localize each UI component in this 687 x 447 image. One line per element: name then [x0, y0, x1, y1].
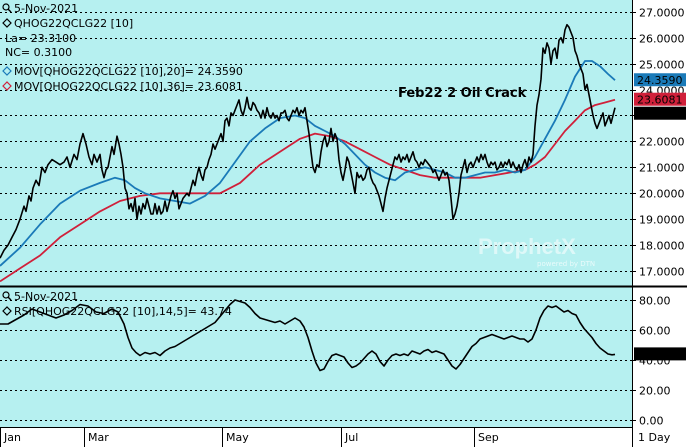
- period-label: 1 Day: [638, 431, 671, 444]
- rsi-tick-label: 60.00: [639, 325, 671, 338]
- magnifier-icon[interactable]: [2, 3, 12, 13]
- ma36-line: [0, 98, 616, 283]
- rsi-series-group: [0, 299, 616, 372]
- rsi-series-marker-icon: [2, 306, 12, 316]
- last-value-box: [634, 73, 686, 87]
- x-axis-labels: Jan Mar May Jul Sep: [0, 428, 499, 447]
- price-legend: 5-Nov-2021 QHOG22QCLG22 [10] La= 23.3100…: [2, 2, 243, 93]
- month-label: Jul: [344, 431, 358, 444]
- price-tick-label: 25.0000: [639, 59, 685, 72]
- rsi-date-label: 5-Nov-2021: [14, 290, 78, 303]
- price-date-label: 5-Nov-2021: [14, 2, 78, 15]
- last-value-text: 23.3100: [637, 108, 683, 121]
- price-line: [0, 23, 616, 259]
- last-value-text: 43.74: [637, 348, 669, 361]
- price-tick-label: 19.0000: [639, 214, 685, 227]
- last-value-label: La= 23.3100: [5, 32, 76, 45]
- month-label: Mar: [88, 431, 109, 444]
- rsi-legend: 5-Nov-2021 RSI[QHOG22QCLG22 [10],14,5]= …: [2, 290, 232, 318]
- rsi-tick-label: 80.00: [639, 295, 671, 308]
- net-change-label: NC= 0.3100: [5, 46, 72, 59]
- price-tick-label: 26.0000: [639, 33, 685, 46]
- price-series-group: [0, 23, 616, 283]
- magnifier-icon[interactable]: [2, 291, 12, 301]
- price-tick-label: 20.0000: [639, 188, 685, 201]
- ma20-legend-label: MOV[QHOG22QCLG22 [10],20]= 24.3590: [14, 65, 243, 78]
- month-label: May: [226, 431, 249, 444]
- ma20-line: [0, 60, 616, 267]
- price-tick-label: 17.0000: [639, 266, 685, 279]
- ma36-legend-label: MOV[QHOG22QCLG22 [10],36]= 23.6081: [14, 80, 243, 93]
- rsi-legend-label: RSI[QHOG22QCLG22 [10],14,5]= 43.74: [14, 305, 232, 318]
- ma36-marker-icon: [2, 81, 12, 91]
- last-value-box: [634, 347, 686, 361]
- ma20-marker-icon: [2, 66, 12, 76]
- rsi-tick-label: 0.00: [639, 415, 664, 428]
- rsi-line: [0, 299, 616, 372]
- month-label: Jan: [3, 431, 21, 444]
- last-value-box: [634, 92, 686, 106]
- last-value-box: [634, 106, 686, 120]
- rsi-tick-label: 20.00: [639, 385, 671, 398]
- plot-background: [0, 0, 632, 427]
- watermark-subtitle: powered by DTN: [537, 260, 595, 268]
- last-value-text: 23.6081: [637, 94, 683, 107]
- watermark-logo: ProphetX: [478, 234, 576, 259]
- x-axis-panel: [0, 427, 687, 447]
- month-label: Sep: [478, 431, 499, 444]
- price-tick-label: 21.0000: [639, 162, 685, 175]
- price-tick-label: 18.0000: [639, 240, 685, 253]
- last-value-text: 24.3590: [637, 74, 683, 87]
- chart-title: Feb22 2 Oil Crack: [398, 86, 527, 101]
- price-tick-label: 22.0000: [639, 136, 685, 149]
- symbol-label: QHOG22QCLG22 [10]: [14, 17, 133, 30]
- price-series-marker-icon: [2, 18, 12, 28]
- price-tick-label: 27.0000: [639, 7, 685, 20]
